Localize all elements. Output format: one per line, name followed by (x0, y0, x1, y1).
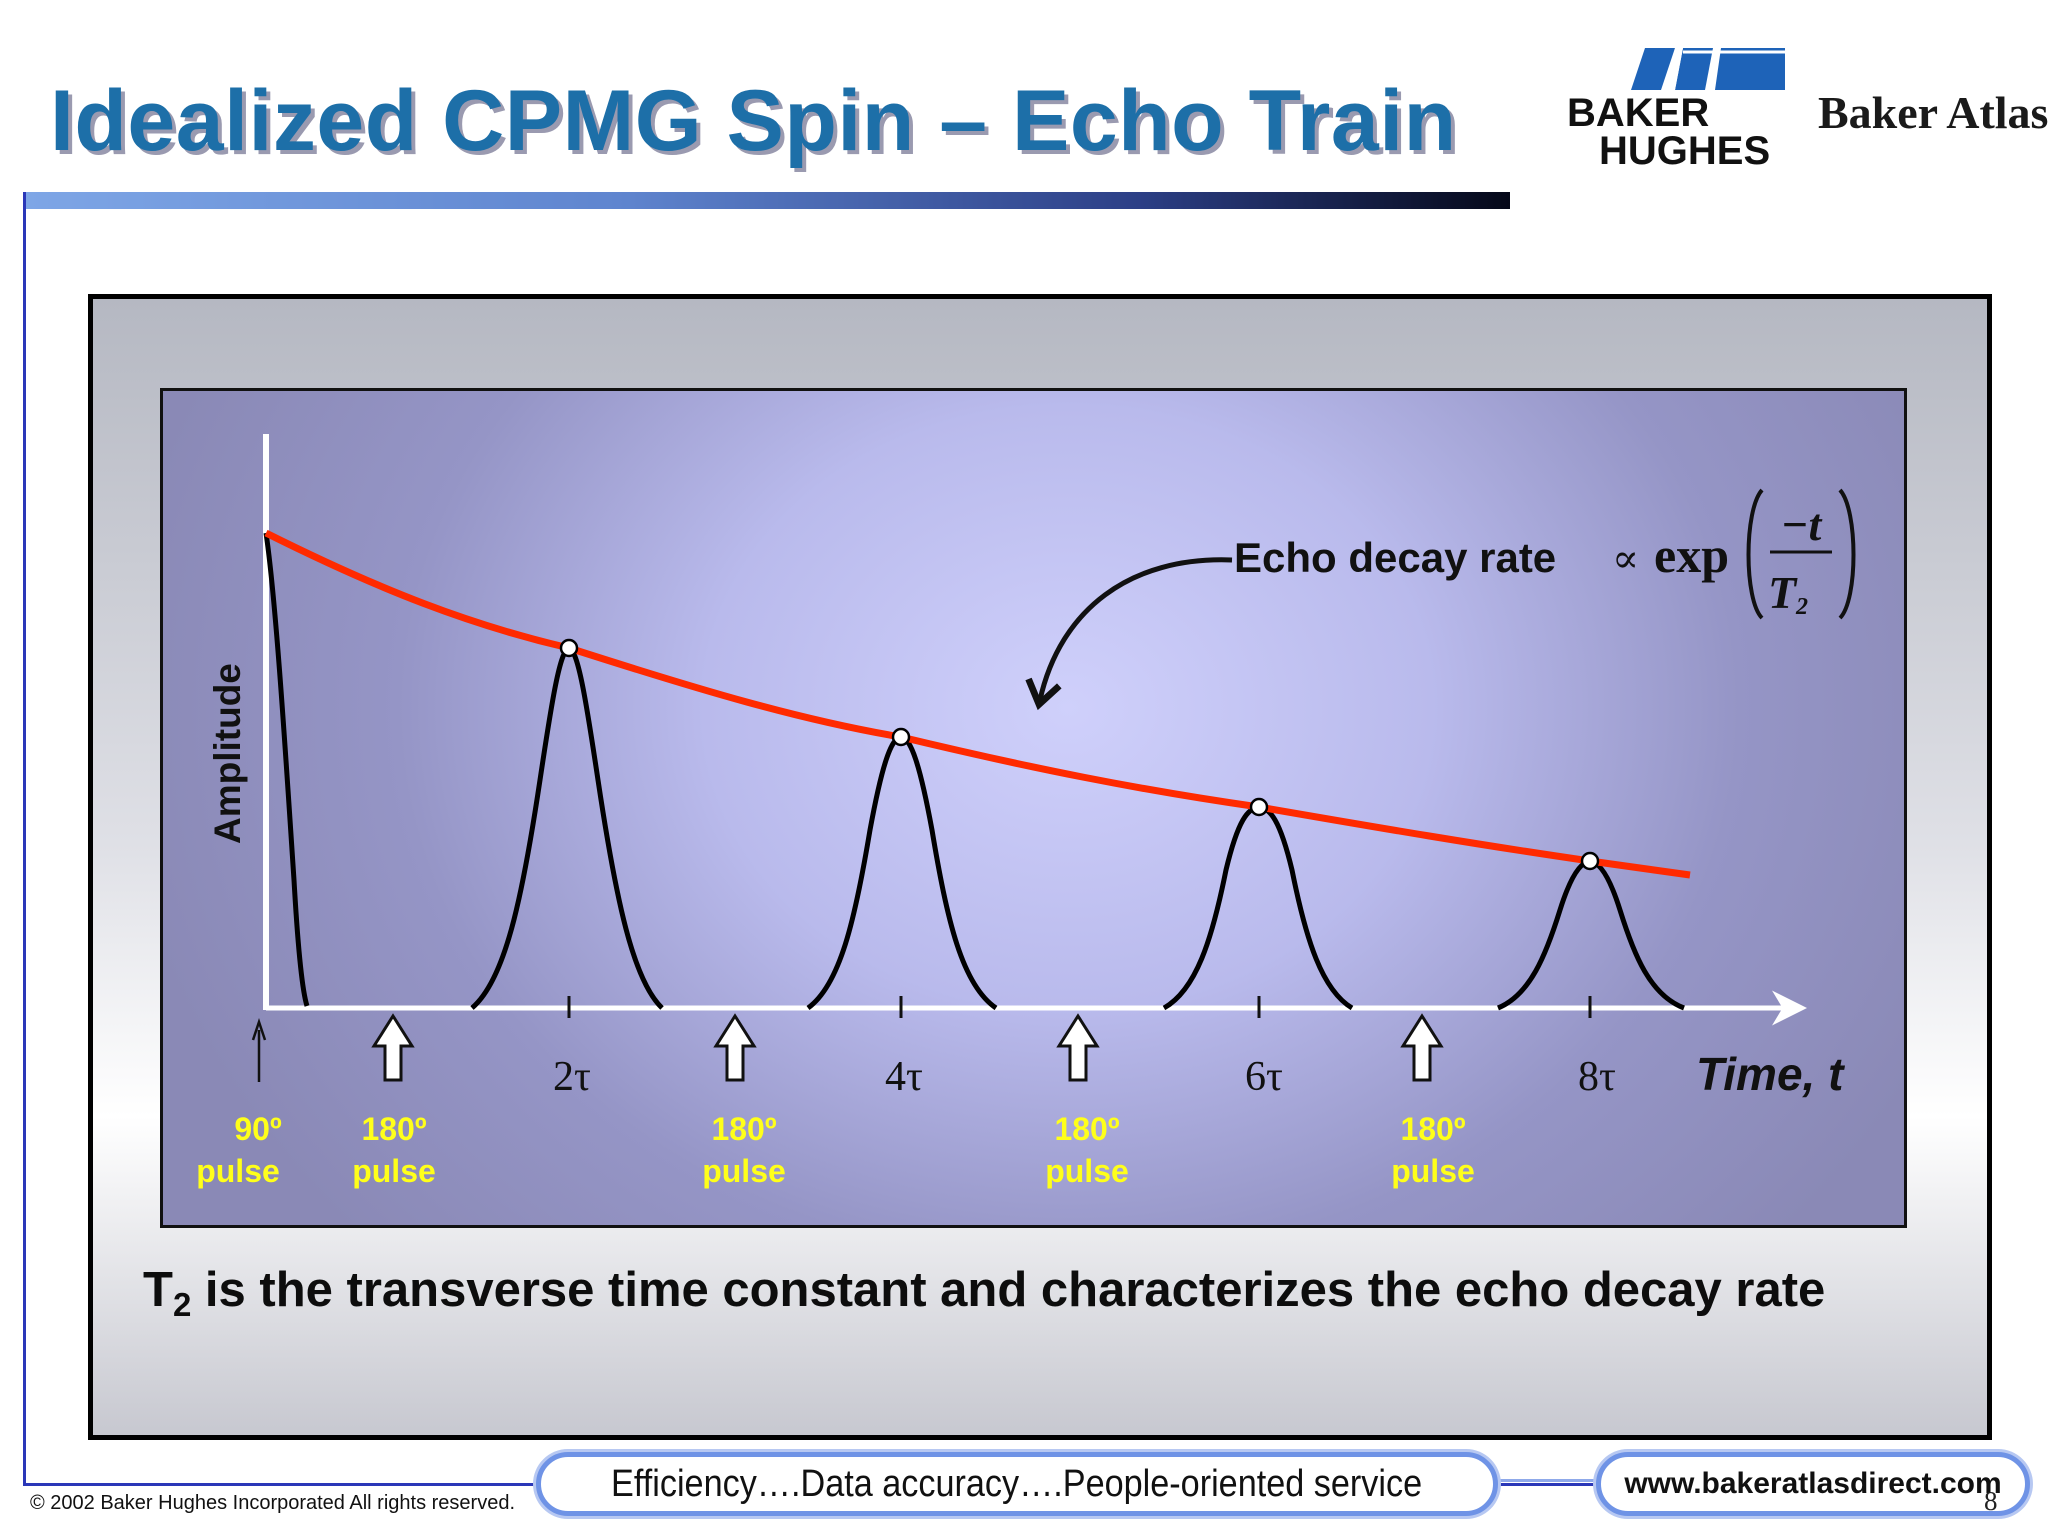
pulse-label-180-4-line1: 180º (1400, 1111, 1465, 1147)
tagline-banner: Efficiency….Data accuracy….People-orient… (536, 1452, 1498, 1516)
url-banner[interactable]: www.bakeratlasdirect.com (1596, 1452, 2030, 1516)
tick-label-2tau: 2τ (553, 1054, 591, 1100)
tick-label-4tau: 4τ (885, 1054, 923, 1100)
tick-label-6tau: 6τ (1245, 1054, 1283, 1100)
echo-train-diagram (160, 388, 1907, 1228)
echo-curve-8tau (1496, 858, 1685, 1011)
copyright-notice: © 2002 Baker Hughes Incorporated All rig… (30, 1492, 515, 1514)
fraction-denominator: T2 (1768, 567, 1808, 620)
decay-envelope-curve (264, 529, 1691, 879)
right-paren (1838, 488, 1856, 620)
echo-peak-marker (891, 727, 911, 747)
baker-atlas-wordmark: Baker Atlas (1818, 87, 2048, 138)
echo-curve-6tau (1162, 804, 1354, 1011)
caption: T2 is the transverse time constant and c… (143, 1262, 1825, 1324)
caption-text: is the transverse time constant and char… (191, 1263, 1826, 1317)
pulse-label-180-3-line2: pulse (1045, 1153, 1129, 1189)
pulse-arrow-180-2 (713, 1013, 757, 1082)
pulse-arrow-180-1 (371, 1013, 415, 1082)
echo-curve-2tau (470, 645, 664, 1010)
pulse-label-180-2-line2: pulse (702, 1153, 786, 1189)
x-axis-label: Time, t (1696, 1048, 1845, 1100)
tagline-text: Efficiency….Data accuracy….People-orient… (611, 1462, 1423, 1505)
echo-peak-marker (1580, 851, 1600, 871)
pulse-label-90-line2: pulse (196, 1153, 280, 1189)
pulse-arrow-90 (251, 1018, 267, 1082)
pulse-arrow-180-3 (1056, 1013, 1100, 1082)
caption-subscript: 2 (172, 1286, 192, 1323)
pulse-label-180-2-line1: 180º (711, 1111, 776, 1147)
footer-connector-line (1492, 1479, 1598, 1482)
proportional-symbol: ∝ (1612, 536, 1639, 582)
echo-peak-marker (559, 638, 579, 658)
y-axis-label: Amplitude (207, 663, 248, 844)
denominator-subscript: 2 (1795, 594, 1808, 620)
annotation-text: Echo decay rate (1234, 534, 1556, 581)
caption-symbol: T (143, 1263, 173, 1317)
pulse-arrow-180-4 (1400, 1013, 1444, 1082)
page-number: 8 (1984, 1486, 1998, 1516)
logo-word-hughes: HUGHES (1599, 129, 1770, 172)
pulse-label-180-1-line1: 180º (361, 1111, 426, 1147)
left-border-line (23, 192, 26, 1486)
left-paren (1746, 488, 1764, 620)
baker-hughes-logo: BAKER HUGHES (1567, 48, 1785, 172)
pulse-label-180-3-line1: 180º (1054, 1111, 1119, 1147)
pulse-label-90-line1: 90º (234, 1111, 282, 1147)
website-link[interactable]: www.bakeratlasdirect.com (1624, 1467, 2002, 1500)
echo-curve-4tau (806, 734, 998, 1011)
tick-label-8tau: 8τ (1578, 1054, 1616, 1100)
exp-function: exp (1654, 527, 1729, 583)
pulse-label-180-4-line2: pulse (1391, 1153, 1475, 1189)
fraction-numerator: −t (1781, 499, 1823, 550)
logo-word-baker: BAKER (1567, 91, 1709, 135)
title-underline (24, 192, 1510, 209)
annotation-arrow (1025, 557, 1233, 711)
echo-peak-marker (1249, 797, 1269, 817)
fid-curve (263, 532, 310, 1007)
slide-title: Idealized CPMG Spin – Echo Train (50, 73, 1457, 169)
pulse-label-180-1-line2: pulse (352, 1153, 436, 1189)
